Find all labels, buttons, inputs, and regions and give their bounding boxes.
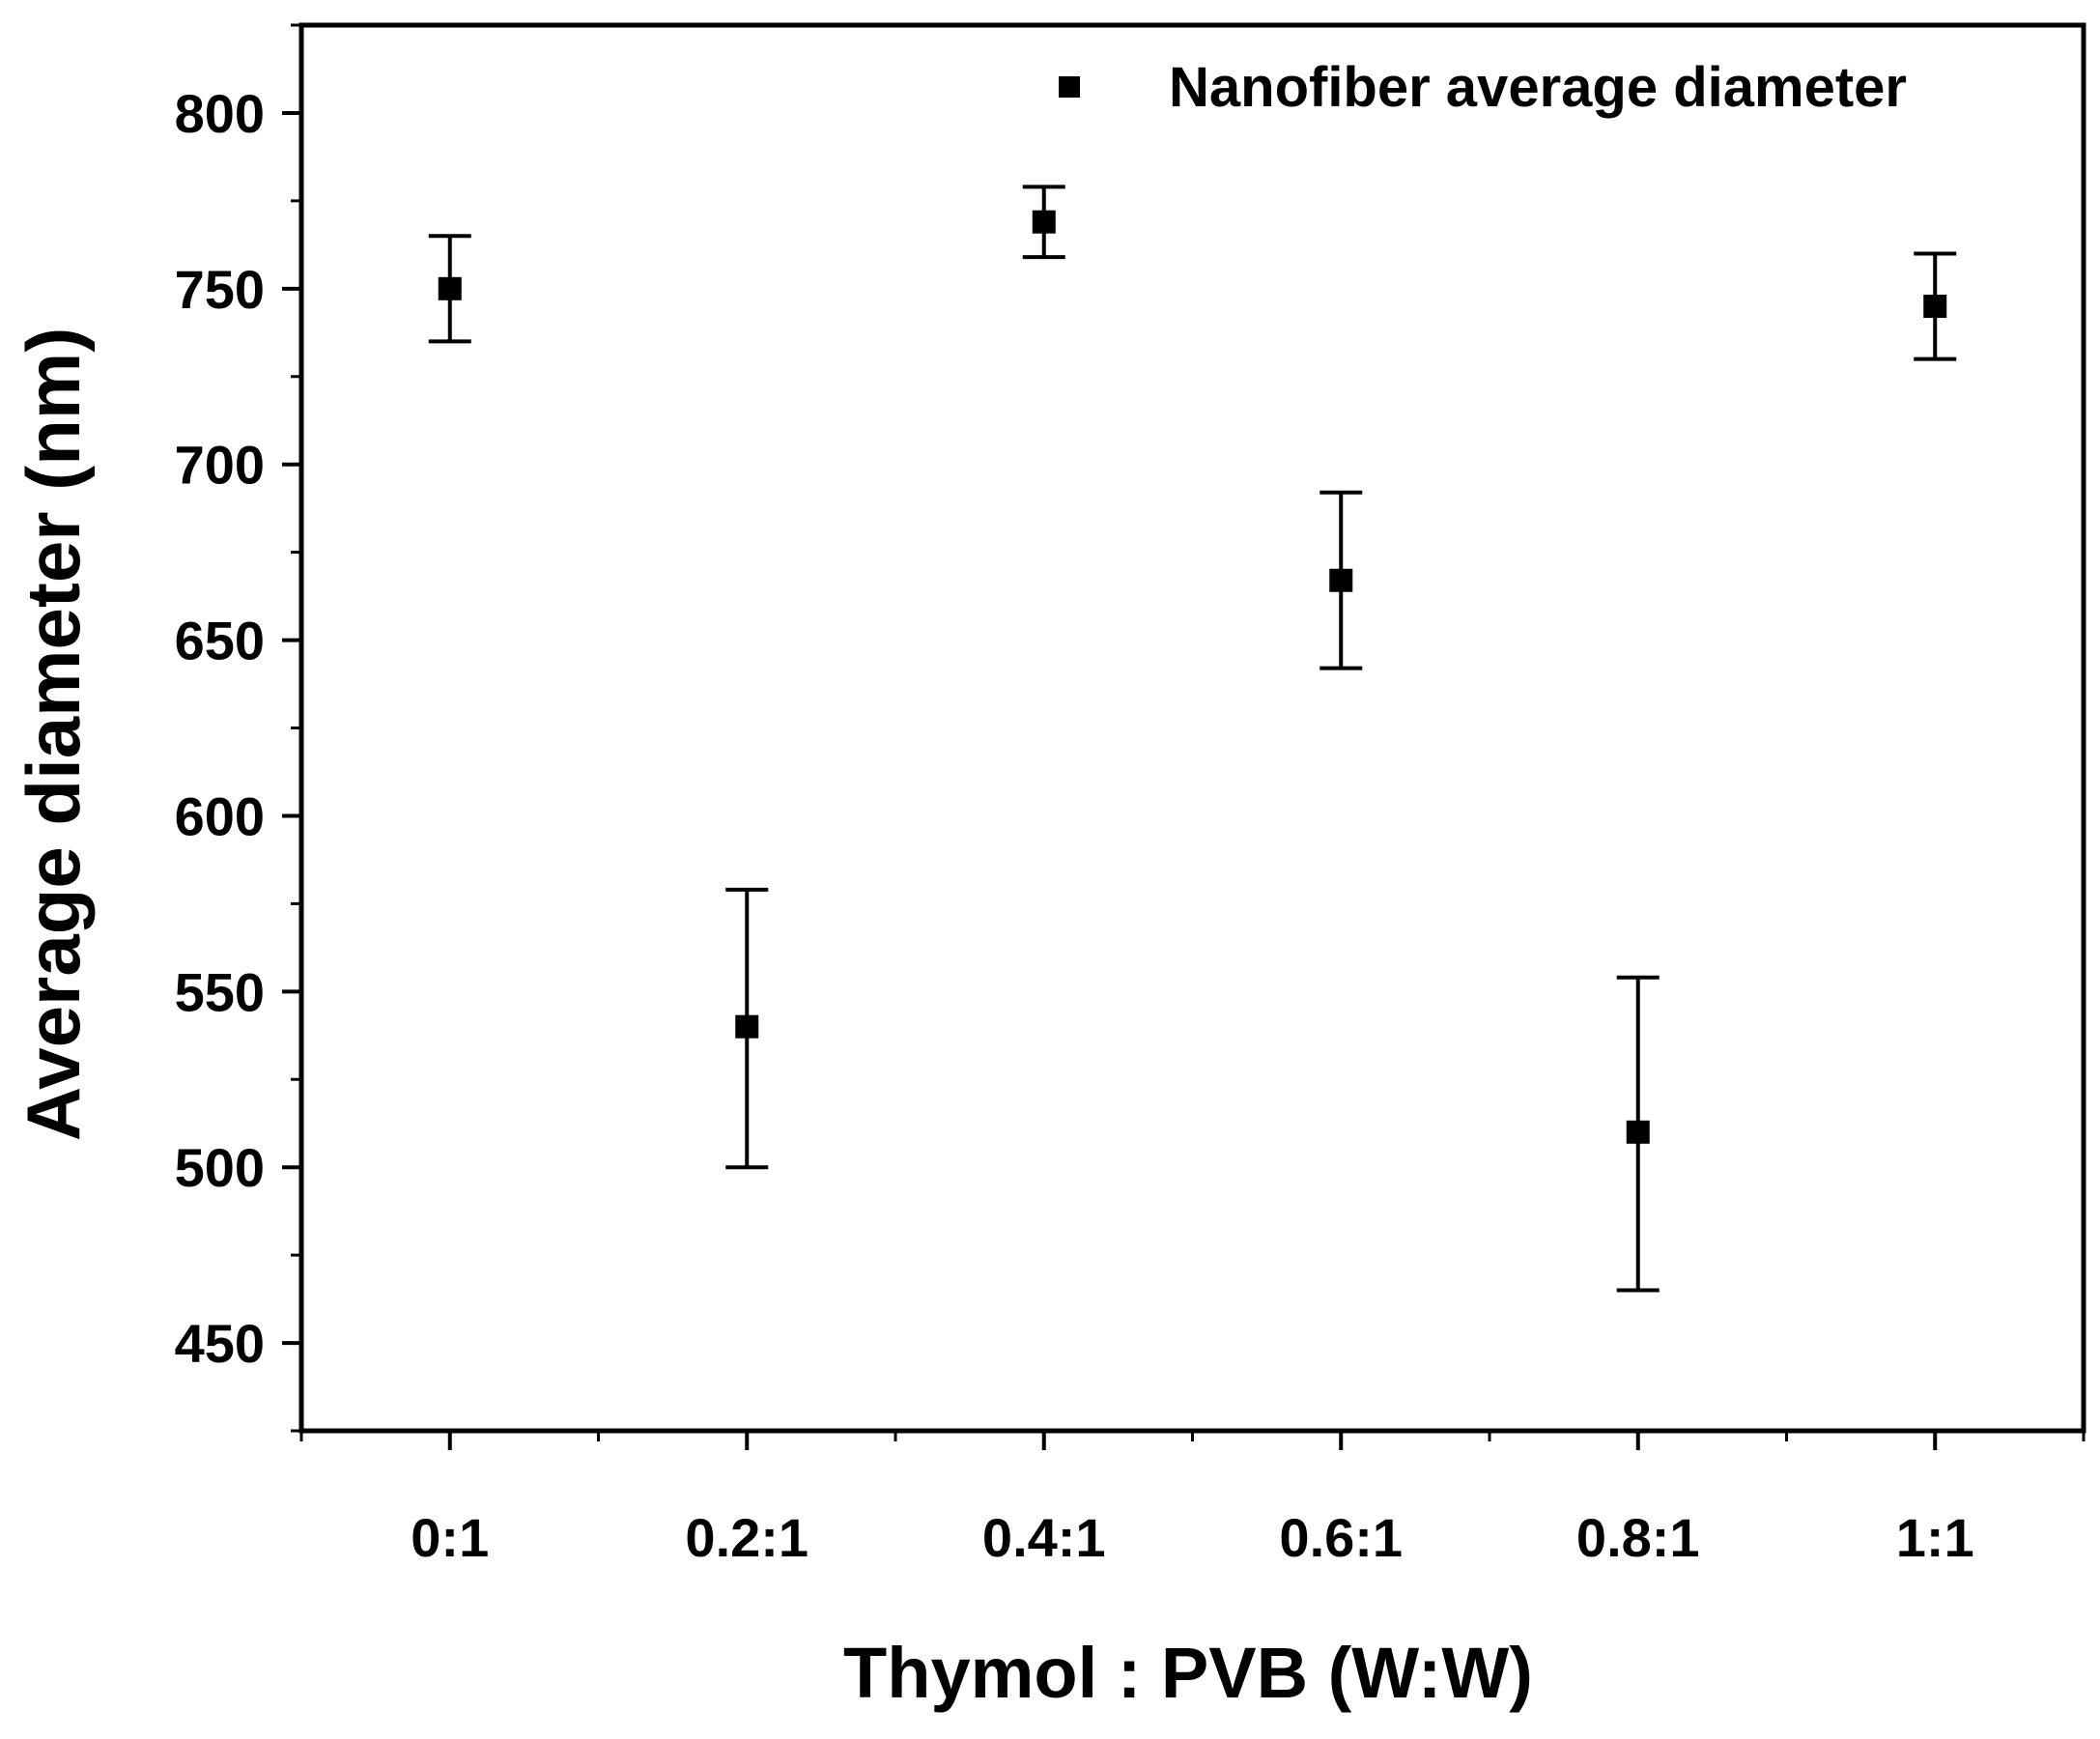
- x-tick-label: 0.6:1: [1279, 1507, 1403, 1568]
- data-point: [1032, 210, 1056, 234]
- x-tick-label: 0:1: [411, 1507, 489, 1568]
- x-tick-label: 0.4:1: [982, 1507, 1106, 1568]
- x-axis-title: Thymol : PVB (W:W): [843, 1633, 1533, 1713]
- data-point: [438, 276, 462, 300]
- legend: Nanofiber average diameter: [1059, 56, 1907, 119]
- data-series: [428, 185, 1957, 1293]
- y-tick-label: 600: [175, 785, 265, 846]
- data-point: [735, 1014, 759, 1039]
- y-tick-label: 700: [175, 435, 265, 496]
- y-tick-label: 500: [175, 1137, 265, 1198]
- x-tick-label: 1:1: [1896, 1507, 1974, 1568]
- legend-label: Nanofiber average diameter: [1169, 56, 1907, 119]
- y-tick-label: 550: [175, 961, 265, 1022]
- y-tick-label: 450: [175, 1313, 265, 1374]
- x-tick-label: 0.2:1: [685, 1507, 809, 1568]
- data-point: [1329, 568, 1353, 592]
- x-axis: 0:1 0.2:1 0.4:1 0.6:1 0.8:1 1:1: [299, 1431, 2086, 1568]
- y-axis: 450 500 550 600 650 700 750 800: [175, 23, 301, 1433]
- y-axis-title: Average diameter (nm): [11, 328, 96, 1141]
- x-tick-label: 0.8:1: [1576, 1507, 1700, 1568]
- y-tick-label: 650: [175, 611, 265, 671]
- y-tick-label: 800: [175, 83, 265, 144]
- data-point: [1626, 1120, 1650, 1144]
- legend-marker: [1059, 76, 1080, 98]
- y-tick-label: 750: [175, 259, 265, 320]
- data-point: [1923, 295, 1947, 318]
